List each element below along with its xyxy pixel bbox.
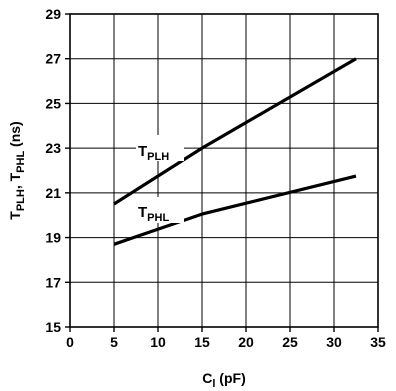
x-axis-title: Cl (pF)	[202, 370, 246, 390]
y-tick-label: 15	[45, 319, 61, 335]
y-axis-title-part-1: T	[7, 211, 23, 220]
y-tick-label: 17	[45, 274, 61, 290]
x-axis-title-sub: l	[212, 378, 215, 390]
y-tick-label: 19	[45, 230, 61, 246]
y-axis-title-part-2: , T	[7, 172, 23, 189]
x-tick-label: 30	[326, 334, 342, 350]
series-label-tplh: TPLH	[136, 135, 184, 163]
y-tick-label: 23	[45, 140, 61, 156]
series-label-tphl-bg	[136, 197, 184, 223]
series-label-tphl-main: T	[138, 204, 147, 221]
x-tick-label: 35	[370, 334, 386, 350]
x-tick-label: 0	[66, 334, 74, 350]
x-axis-title-main: C	[202, 370, 212, 386]
series-line-tplh	[113, 57, 357, 206]
series-label-tplh-main: T	[138, 143, 147, 160]
series-line-tphl	[113, 174, 357, 246]
tick-labels: 0 5 10 15 20 25 30 35 15 17 19 21 23 25 27 29	[45, 6, 386, 350]
x-tick-label: 5	[110, 334, 118, 350]
y-axis-title-part-1-sub: PLH	[15, 189, 27, 211]
x-tick-label: 25	[282, 334, 298, 350]
x-tick-label: 10	[150, 334, 166, 350]
x-tick-label: 15	[194, 334, 210, 350]
y-tick-label: 21	[45, 185, 61, 201]
y-axis-title-part-2-sub: PHL	[15, 151, 27, 173]
grid	[70, 14, 378, 327]
series-label-tphl-text: TPHL	[138, 204, 169, 224]
series-label-tplh-bg	[136, 135, 184, 161]
series-label-tphl: TPHL	[136, 197, 184, 224]
series-lines	[113, 57, 357, 246]
series-label-tphl-sub: PHL	[147, 212, 169, 224]
series-label-tplh-text: TPLH	[138, 143, 169, 163]
y-tick-label: 27	[45, 51, 61, 67]
y-tick-label: 25	[45, 95, 61, 111]
y-axis-title-part-3: (ns)	[7, 121, 23, 151]
series-label-tplh-sub: PLH	[147, 151, 169, 163]
y-tick-label: 29	[45, 6, 61, 22]
y-axis-title: TPLH, TPHL (ns)	[7, 121, 27, 219]
x-axis-title-unit: (pF)	[215, 370, 245, 386]
plot-frame	[69, 13, 379, 328]
x-tick-label: 20	[238, 334, 254, 350]
